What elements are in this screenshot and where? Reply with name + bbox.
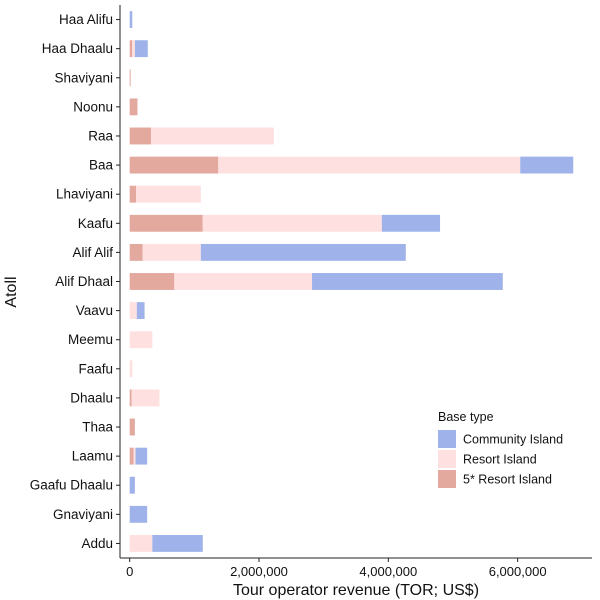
bar-alif-alif-community-island <box>200 243 406 261</box>
legend-key-community-island <box>438 430 456 448</box>
y-tick-label-faafu: Faafu <box>78 361 113 376</box>
bar-laamu-5-resort-island <box>129 447 134 465</box>
bar-vaavu-resort-island <box>129 302 137 320</box>
y-tick-label-alif-alif: Alif Alif <box>72 245 113 260</box>
y-tick-label-shaviyani: Shaviyani <box>54 70 113 85</box>
bar-vaavu-community-island <box>136 302 145 320</box>
bar-noonu-5-resort-island <box>129 98 138 116</box>
bar-raa-resort-island <box>151 127 274 145</box>
bar-addu-community-island <box>152 535 203 552</box>
bar-kaafu-resort-island <box>202 214 382 232</box>
y-tick-label-noonu: Noonu <box>73 99 113 114</box>
axes-layer: Haa Alifu Haa Dhaalu Shaviyani Noonu Raa Baa L… <box>30 5 592 579</box>
y-tick-label-haa-alifu: Haa Alifu <box>59 12 113 27</box>
bar-baa-resort-island <box>218 156 521 174</box>
bar-alif-dhaal-resort-island <box>174 273 313 290</box>
bar-haa-dhaalu-community-island <box>134 40 148 58</box>
x-tick-label-2: 4,000,000 <box>359 564 417 579</box>
legend-key-resort-island <box>438 450 456 468</box>
bar-laamu-resort-island <box>133 447 136 465</box>
y-tick-label-vaavu: Vaavu <box>76 303 113 318</box>
bar-raa-5-resort-island <box>129 127 152 145</box>
bar-haa-alifu-community-island <box>129 11 133 28</box>
bar-lhaviyani-resort-island <box>136 185 201 203</box>
legend-title: Base type <box>438 410 494 424</box>
y-tick-label-baa: Baa <box>89 158 114 173</box>
x-tick-label-1: 2,000,000 <box>230 564 288 579</box>
bar-kaafu-5-resort-island <box>129 214 203 232</box>
y-axis-title: Atoll <box>3 276 20 307</box>
x-axis-title: Tour operator revenue (TOR; US$) <box>233 582 479 599</box>
y-tick-label-kaafu: Kaafu <box>78 216 113 231</box>
bar-thaa-5-resort-island <box>129 418 135 436</box>
y-tick-label-raa: Raa <box>88 128 113 143</box>
bar-lhaviyani-5-resort-island <box>129 185 137 203</box>
bar-laamu-community-island <box>135 447 148 465</box>
y-tick-label-lhaviyani: Lhaviyani <box>56 187 113 202</box>
bar-haa-dhaalu-5-resort-island <box>129 40 133 58</box>
y-tick-label-addu: Addu <box>81 536 113 551</box>
y-tick-label-dhaalu: Dhaalu <box>70 390 113 405</box>
y-tick-label-thaa: Thaa <box>82 420 113 435</box>
y-tick-label-meemu: Meemu <box>68 332 113 347</box>
bar-shaviyani-5-resort-island <box>129 69 131 87</box>
bar-gnaviyani-community-island <box>129 505 148 523</box>
y-tick-label-gaafu-dhaalu: Gaafu Dhaalu <box>30 478 113 493</box>
bar-alif-alif-5-resort-island <box>129 243 143 261</box>
legend-label-5-resort-island: 5* Resort Island <box>463 473 552 487</box>
bar-kaafu-community-island <box>381 214 441 232</box>
x-tick-label-0: 0 <box>126 564 133 579</box>
bar-haa-dhaalu-resort-island <box>132 40 135 58</box>
x-tick-label-3: 6,000,000 <box>489 564 547 579</box>
bar-dhaalu-resort-island <box>131 389 160 407</box>
bars-layer <box>129 11 574 552</box>
y-tick-label-laamu: Laamu <box>72 449 113 464</box>
y-tick-label-alif-dhaal: Alif Dhaal <box>55 274 113 289</box>
bar-alif-dhaal-5-resort-island <box>129 273 175 290</box>
bar-gaafu-dhaalu-community-island <box>129 476 135 494</box>
legend-label-community-island: Community Island <box>463 433 563 447</box>
bar-addu-resort-island <box>129 535 153 552</box>
bar-dhaalu-5-resort-island <box>129 389 132 407</box>
bar-baa-5-resort-island <box>129 156 219 174</box>
bar-baa-community-island <box>520 156 574 174</box>
y-tick-label-haa-dhaalu: Haa Dhaalu <box>42 41 113 56</box>
y-tick-label-gnaviyani: Gnaviyani <box>53 507 113 522</box>
legend-label-resort-island: Resort Island <box>463 453 537 467</box>
legend: Base type Community Island Resort Island 5… <box>438 410 563 488</box>
legend-key-5-resort-island <box>438 470 456 488</box>
bar-alif-dhaal-community-island <box>312 273 503 290</box>
bar-meemu-resort-island <box>129 331 153 349</box>
bar-alif-alif-resort-island <box>142 243 201 261</box>
bar-faafu-resort-island <box>129 360 133 378</box>
